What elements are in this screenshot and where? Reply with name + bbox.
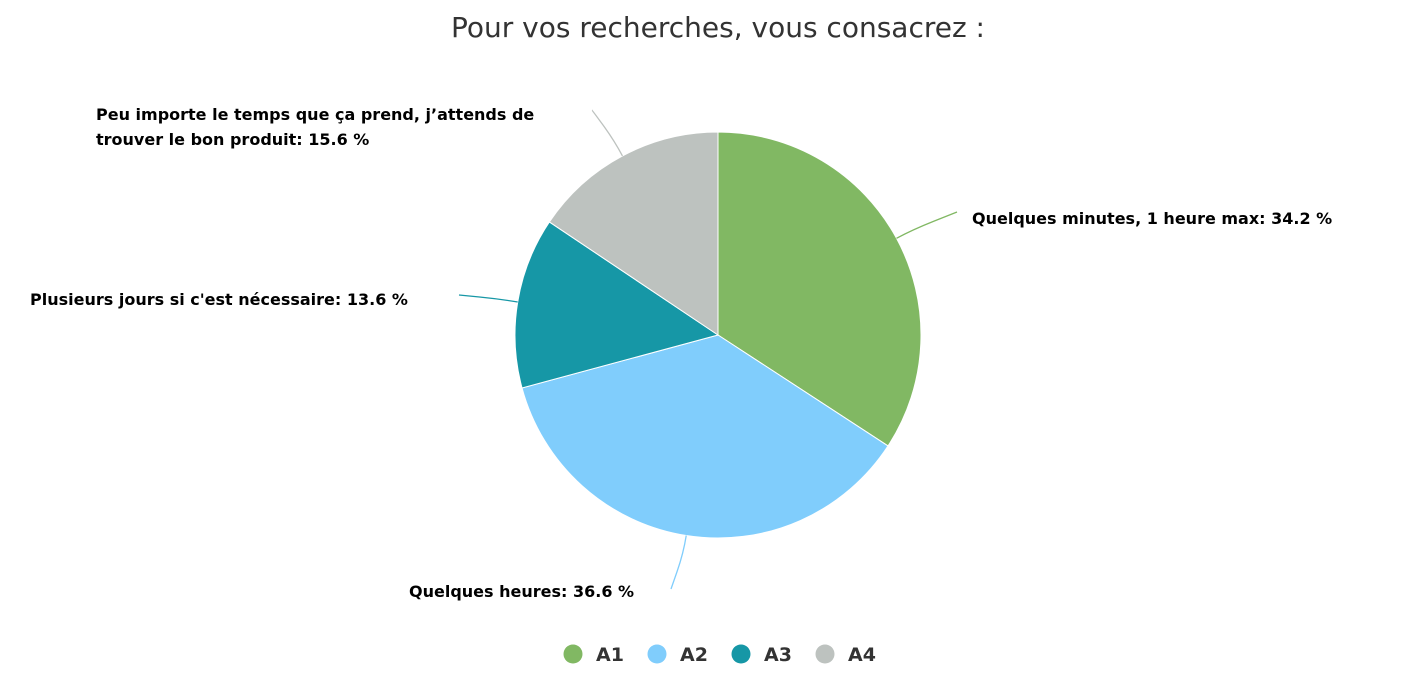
slice-label-a3: Plusieurs jours si c'est nécessaire: 13.… — [30, 290, 408, 309]
pie-slice-a1[interactable] — [717, 131, 922, 447]
legend-item-a1[interactable]: A1 — [563, 644, 624, 666]
chart-legend: A1 A2 A3 A4 — [563, 644, 876, 666]
connector-line-a4 — [591, 109, 624, 157]
legend-label-a3: A3 — [764, 644, 792, 666]
chart-title: Pour vos recherches, vous consacrez : — [451, 11, 985, 44]
connector-line-a2 — [670, 535, 687, 590]
legend-marker-a4 — [815, 644, 835, 664]
pie-slice-a4[interactable] — [548, 131, 719, 336]
legend-item-a2[interactable]: A2 — [647, 644, 708, 666]
pie-slices — [514, 131, 922, 539]
slice-label-a4-line1: Peu importe le temps que ça prend, j’att… — [96, 105, 534, 124]
legend-label-a2: A2 — [680, 644, 708, 666]
slice-labels: Quelques minutes, 1 heure max: 34.2 % Qu… — [30, 105, 1332, 601]
label-connectors — [458, 109, 958, 590]
legend-marker-a3 — [731, 644, 751, 664]
legend-label-a4: A4 — [848, 644, 876, 666]
pie-slice-a3[interactable] — [514, 221, 720, 389]
slice-label-a1: Quelques minutes, 1 heure max: 34.2 % — [972, 209, 1332, 228]
legend-marker-a1 — [563, 644, 583, 664]
legend-item-a3[interactable]: A3 — [731, 644, 792, 666]
connector-line-a1 — [896, 211, 958, 239]
legend-label-a1: A1 — [596, 644, 624, 666]
slice-label-a4-line2: trouver le bon produit: 15.6 % — [96, 130, 369, 149]
legend-item-a4[interactable]: A4 — [815, 644, 876, 666]
legend-marker-a2 — [647, 644, 667, 664]
connector-line-a3 — [458, 294, 518, 303]
slice-label-a2: Quelques heures: 36.6 % — [409, 582, 634, 601]
pie-slice-a2[interactable] — [521, 334, 889, 539]
